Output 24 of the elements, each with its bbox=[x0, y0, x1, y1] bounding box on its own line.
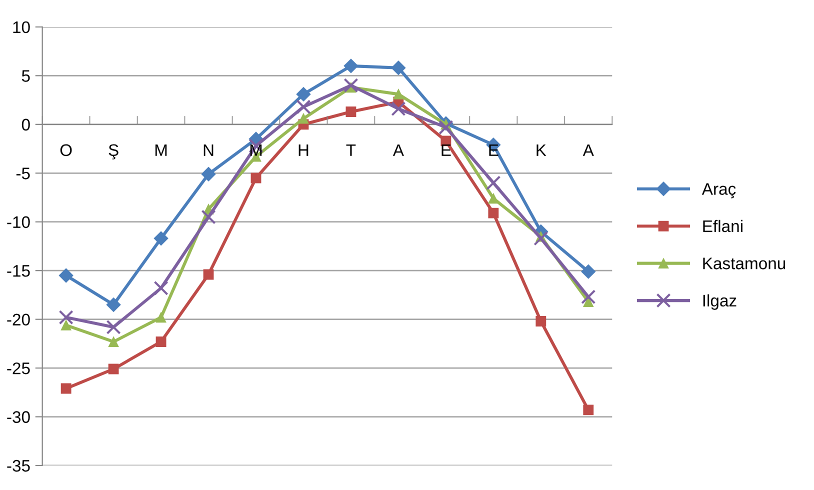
x-tick-label: H bbox=[298, 144, 308, 156]
y-tick-label: -5 bbox=[16, 168, 30, 180]
x-tick-label: T bbox=[346, 144, 356, 156]
y-tick-label: -35 bbox=[7, 460, 30, 472]
y-tick-label: -15 bbox=[7, 265, 30, 277]
x-tick-label: E bbox=[442, 144, 451, 156]
x-tick-label: A bbox=[392, 144, 404, 156]
x-tick-label: O bbox=[60, 144, 72, 156]
y-tick-label: -20 bbox=[7, 314, 30, 326]
x-tick-label: K bbox=[536, 144, 546, 156]
legend-label: Kastamonu bbox=[703, 258, 786, 270]
x-tick-label: A bbox=[582, 144, 594, 156]
legend-label: Araç bbox=[702, 183, 736, 198]
x-tick-label: Ş bbox=[108, 144, 118, 160]
y-tick-label: -30 bbox=[7, 411, 30, 423]
legend-label: Ilgaz bbox=[703, 294, 736, 310]
y-tick-label: -10 bbox=[7, 216, 30, 228]
y-tick-label: 10 bbox=[13, 21, 30, 34]
y-tick-label: 5 bbox=[22, 70, 30, 82]
y-tick-label: 0 bbox=[22, 118, 30, 131]
x-tick-label: N bbox=[204, 144, 214, 156]
legend-label: Eflani bbox=[703, 220, 742, 232]
x-tick-label: M bbox=[155, 144, 167, 156]
y-tick-label: -25 bbox=[7, 362, 30, 374]
